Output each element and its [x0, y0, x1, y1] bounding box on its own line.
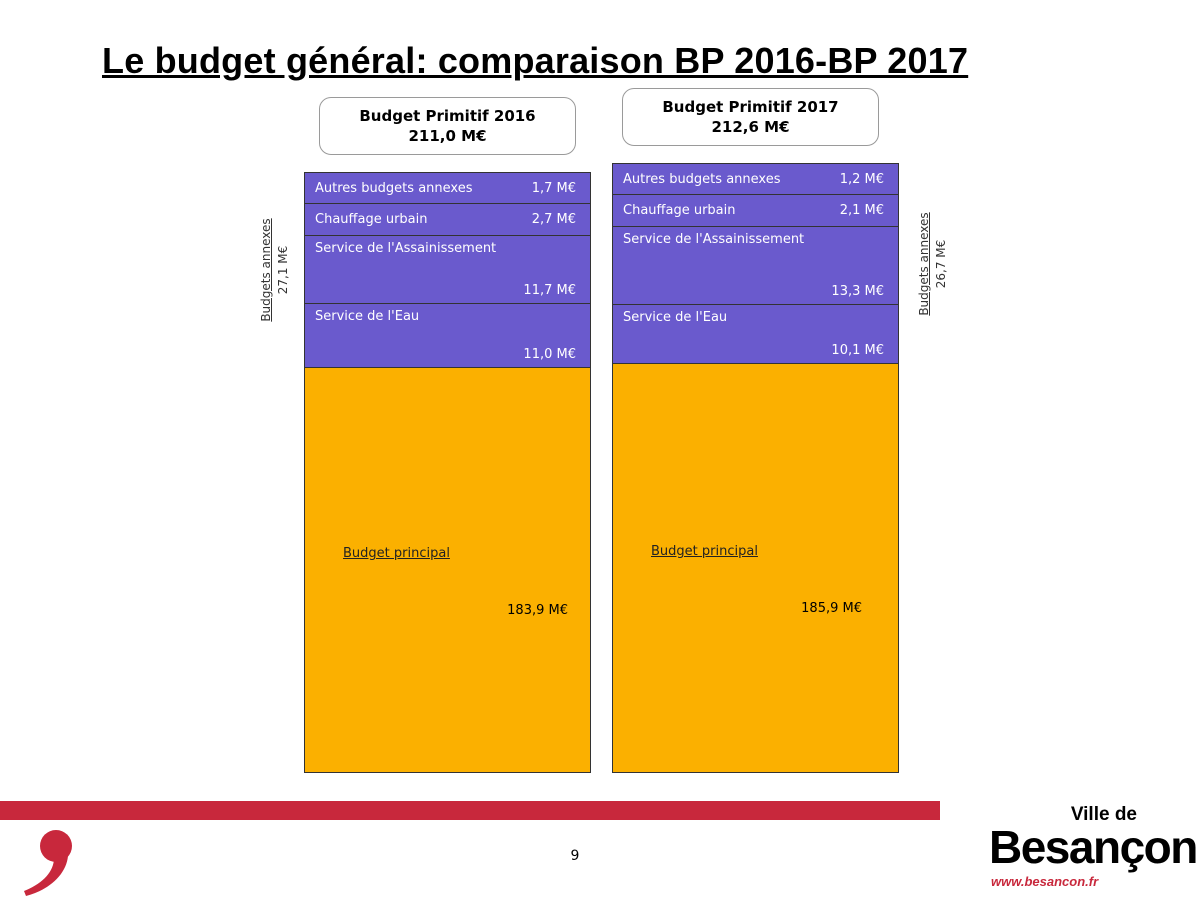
- annex-segment: Service de l'Assainissement 11,7 M€: [304, 236, 591, 304]
- annex-segment: Chauffage urbain 2,1 M€: [612, 195, 899, 227]
- segment-value: 1,2 M€: [839, 172, 884, 187]
- red-comma-icon: [24, 830, 72, 896]
- column-header-box: Budget Primitif 2016 211,0 M€: [319, 97, 576, 155]
- segment-label: Service de l'Assainissement: [623, 232, 805, 247]
- segment-value: 2,1 M€: [839, 203, 884, 218]
- segment-label: Autres budgets annexes: [623, 172, 781, 187]
- segment-label: Chauffage urbain: [623, 203, 736, 218]
- annex-segment: Autres budgets annexes 1,7 M€: [304, 172, 591, 204]
- stacked-bar-2: Autres budgets annexes 1,2 M€ Chauffage ur…: [612, 163, 899, 773]
- brand-ville-text: Ville de: [1070, 804, 1137, 825]
- brand-city-text: Besançon: [989, 821, 1198, 873]
- segment-label: Service de l'Eau: [623, 310, 728, 325]
- segment-label: Service de l'Assainissement: [315, 241, 497, 256]
- budget-principal-segment: Budget principal 183,9 M€: [304, 368, 591, 773]
- segment-label: Budget principal: [343, 546, 450, 561]
- annex-segment: Service de l'Eau 11,0 M€: [304, 304, 591, 368]
- column-header-total: 212,6 M€: [711, 118, 790, 136]
- segment-label: Budget principal: [651, 544, 758, 559]
- brand-url-text: www.besancon.fr: [991, 874, 1099, 889]
- segment-value: 11,0 M€: [523, 347, 576, 362]
- page-number: 9: [570, 848, 580, 864]
- stacked-bar-1: Autres budgets annexes 1,7 M€ Chauffage ur…: [304, 172, 591, 773]
- segment-value: 13,3 M€: [831, 284, 884, 299]
- page-title: Le budget général: comparaison BP 2016-B…: [102, 40, 969, 81]
- footer-red-bar: [0, 801, 940, 820]
- annex-segment: Service de l'Eau 10,1 M€: [612, 305, 899, 364]
- segment-value: 2,7 M€: [531, 212, 576, 227]
- column-header-title: Budget Primitif 2016: [359, 107, 536, 125]
- annex-side-label-name: Budgets annexes: [259, 218, 273, 322]
- column-header-total: 211,0 M€: [408, 127, 487, 145]
- budget-principal-segment: Budget principal 185,9 M€: [612, 364, 899, 773]
- annex-side-label: Budgets annexes 27,1 M€: [258, 195, 294, 345]
- segment-label: Autres budgets annexes: [315, 181, 473, 196]
- annex-side-label: Budgets annexes 26,7 M€: [916, 189, 952, 339]
- besancon-logo: Ville de Besançon www.besancon.fr: [985, 800, 1198, 895]
- segment-value: 1,7 M€: [531, 181, 576, 196]
- annex-segment: Autres budgets annexes 1,2 M€: [612, 163, 899, 195]
- annex-side-label-amount: 26,7 M€: [934, 239, 948, 288]
- segment-value: 183,9 M€: [507, 603, 568, 618]
- segment-value: 11,7 M€: [523, 283, 576, 298]
- column-header-box: Budget Primitif 2017 212,6 M€: [622, 88, 879, 146]
- segment-label: Chauffage urbain: [315, 212, 428, 227]
- segment-value: 185,9 M€: [801, 601, 862, 616]
- column-header-title: Budget Primitif 2017: [662, 98, 839, 116]
- annex-side-label-name: Budgets annexes: [917, 211, 931, 316]
- annex-segment: Service de l'Assainissement 13,3 M€: [612, 227, 899, 305]
- segment-label: Service de l'Eau: [315, 309, 420, 324]
- annex-segment: Chauffage urbain 2,7 M€: [304, 204, 591, 236]
- annex-side-label-amount: 27,1 M€: [276, 245, 290, 295]
- segment-value: 10,1 M€: [831, 343, 884, 358]
